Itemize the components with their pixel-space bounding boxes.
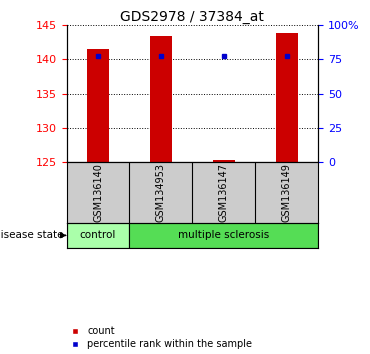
Legend: count, percentile rank within the sample: count, percentile rank within the sample (71, 326, 252, 349)
Bar (276, 33, 298, 162)
Bar (213, 160, 235, 162)
Text: disease state: disease state (0, 230, 64, 240)
Text: GSM136147: GSM136147 (219, 163, 229, 222)
Text: control: control (80, 230, 116, 240)
Bar (87, 49, 109, 162)
Bar (150, 36, 172, 162)
Bar (67, 223, 130, 248)
Title: GDS2978 / 37384_at: GDS2978 / 37384_at (121, 10, 264, 24)
Text: GSM136149: GSM136149 (282, 163, 292, 222)
Text: multiple sclerosis: multiple sclerosis (178, 230, 269, 240)
Bar (130, 223, 318, 248)
Text: GSM136140: GSM136140 (93, 163, 103, 222)
Text: GSM134953: GSM134953 (156, 163, 166, 222)
